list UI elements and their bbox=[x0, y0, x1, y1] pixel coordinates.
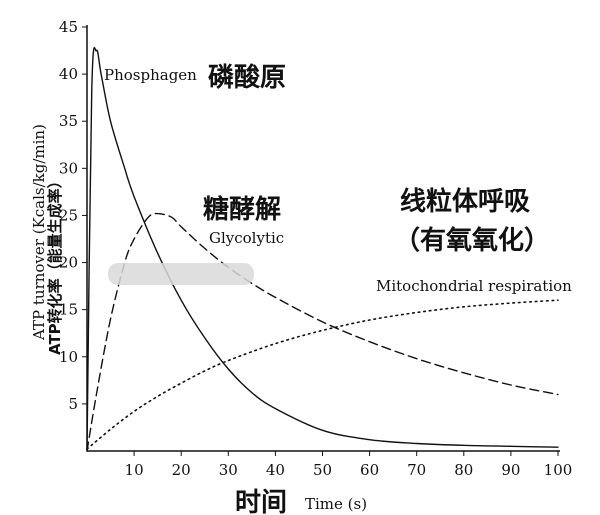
x-tick-label: 100 bbox=[544, 461, 573, 479]
axes bbox=[86, 25, 560, 452]
series-line-phosphagen bbox=[86, 46, 559, 452]
x-tick-label: 40 bbox=[266, 461, 285, 479]
x-tick-label: 80 bbox=[454, 461, 473, 479]
x-tick-label: 90 bbox=[501, 461, 520, 479]
label-phosphagen: Phosphagen bbox=[104, 66, 197, 84]
y-axis-label-zh: ATP转化率（能量生成率） bbox=[46, 173, 64, 355]
x-tick-label: 20 bbox=[172, 461, 191, 479]
y-tick-label: 10 bbox=[59, 348, 78, 366]
series-line-glycolytic bbox=[86, 212, 559, 452]
x-axis-label-zh: 时间 bbox=[235, 488, 287, 515]
y-tick-label: 35 bbox=[59, 112, 78, 130]
ticks: 10 20 30 40 50 60 70 80 90 100 5 10 15 20 25 30 35 40 45 bbox=[59, 18, 572, 479]
y-tick-label: 15 bbox=[59, 301, 78, 319]
x-tick-label: 60 bbox=[360, 461, 379, 479]
blurred-patch bbox=[108, 263, 254, 285]
label-phosphagen-zh: 磷酸原 bbox=[208, 63, 286, 93]
label-glycolytic-zh: 糖酵解 bbox=[203, 194, 281, 225]
label-mitochondrial: Mitochondrial respiration bbox=[376, 277, 572, 295]
y-tick-label: 45 bbox=[59, 18, 78, 36]
y-tick-label: 20 bbox=[59, 254, 78, 272]
series-lines bbox=[86, 46, 559, 452]
y-axis-label: ATP turnover (Kcals/kg/min) bbox=[30, 124, 48, 341]
y-tick-label: 30 bbox=[59, 159, 78, 177]
label-mitochondrial-zh-line2: （有氧氧化） bbox=[394, 226, 550, 256]
annotations: Phosphagen 磷酸原 糖酵解 Glycolytic Mitochondr… bbox=[30, 63, 572, 515]
y-tick-label: 40 bbox=[59, 65, 78, 83]
y-tick-label: 5 bbox=[68, 395, 78, 413]
series-line-mitochondrial bbox=[86, 299, 559, 450]
x-tick-label: 30 bbox=[219, 461, 238, 479]
x-tick-label: 10 bbox=[125, 461, 144, 479]
label-glycolytic: Glycolytic bbox=[209, 229, 284, 247]
x-axis-label: Time (s) bbox=[305, 495, 367, 513]
y-tick-label: 25 bbox=[59, 206, 78, 224]
x-tick-label: 70 bbox=[407, 461, 426, 479]
x-tick-label: 50 bbox=[313, 461, 332, 479]
label-mitochondrial-zh: 线粒体呼吸 bbox=[400, 186, 530, 217]
